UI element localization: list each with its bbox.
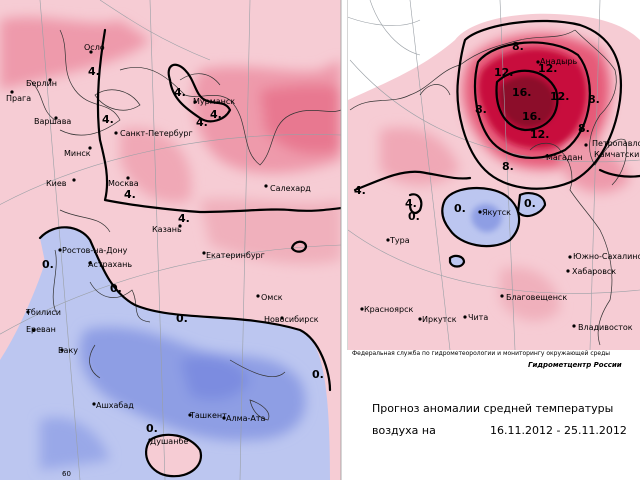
city-label: Варшава [34,117,71,126]
left-coastlines [29,29,341,421]
right-coastlines [349,29,627,346]
city-label: Москва [108,179,139,188]
isoline-label: 0. [454,202,466,215]
city-label: Казань [152,225,182,234]
forecast-period: 16.11.2012 - 25.11.2012 [490,424,627,437]
credit-center: Гидрометцентр России [528,361,622,369]
city-label: Хабаровск [572,267,616,276]
right-graticule [348,0,640,350]
city-label: Благовещенск [506,293,567,302]
isoline-label: 4. [174,86,186,99]
graticule-label: 60 [62,470,71,478]
city-label: Владивосток [578,323,633,332]
left-city-dots [10,50,284,442]
credit-agency: Федеральная служба по гидрометеорологии … [352,350,610,357]
city-label: Ташкент [189,411,227,420]
city-label: Киев [46,179,67,188]
isoline-label: 4. [196,116,208,129]
isoline-label: 16. [512,86,532,99]
left-contour-4 [96,28,341,253]
right-map: Анадырь Магадан Петропавловск- Камчатски… [348,0,640,350]
city-label: Осло [84,43,105,52]
isoline-label: 4. [124,188,136,201]
city-label: Мурманск [193,97,235,106]
city-label: Южно-Сахалинск [573,252,640,261]
city-label: Санкт-Петербург [120,129,193,138]
isoline-label: 12. [494,66,514,79]
city-label: Ашхабад [96,401,134,410]
isoline-label: 8. [475,103,487,116]
city-label: Салехард [270,184,311,193]
city-label: Красноярск [364,305,413,314]
isoline-label: 0. [312,368,324,381]
left-contour-0 [38,226,332,478]
right-city-dots [360,60,588,328]
left-map: Осло Берлин Прага Варшава Минск Киев Сан… [0,0,341,480]
city-label: Иркутск [422,315,457,324]
isoline-label: 8. [588,93,600,106]
city-label: Ереван [26,325,56,334]
isoline-label: 8. [512,40,524,53]
city-label: Омск [261,293,283,302]
right-cold-anomaly [442,188,545,267]
city-label: Тура [389,236,410,245]
city-label: Анадырь [540,57,578,66]
isoline-label: 0. [42,258,54,271]
city-label: Екатеринбург [206,251,265,260]
isoline-label: 12. [538,62,558,75]
city-label: Баку [58,346,78,355]
city-label: Ростов-на-Дону [62,246,128,255]
city-label: Магадан [546,153,583,162]
city-label: Якутск [482,208,511,217]
city-label: Душанбе [150,437,188,446]
isoline-label: 4. [405,197,417,210]
city-label: Минск [64,149,91,158]
isoline-label: 8. [578,122,590,135]
city-label: Петропавловск- [592,139,640,148]
city-label: Новосибирск [264,315,319,324]
city-label: Чита [468,313,488,322]
isoline-label: 0. [176,312,188,325]
isoline-label: 8. [502,160,514,173]
isoline-label: 0. [110,282,122,295]
right-contours [353,19,640,268]
left-cold-anomaly [0,227,330,480]
isoline-label: 4. [354,184,366,197]
isoline-label: 4. [178,212,190,225]
left-graticule [0,0,341,480]
isoline-label: 12. [550,90,570,103]
city-label: Прага [6,94,31,103]
city-label: Тбилиси [25,308,61,317]
city-label: Берлин [26,79,57,88]
city-label: Алма-Ата [226,414,266,423]
city-label: Камчатский [594,150,640,159]
isoline-label: 0. [408,210,420,223]
isoline-label: 4. [88,65,100,78]
isoline-label: 0. [146,422,158,435]
isoline-label: 12. [530,128,550,141]
map-separator [341,0,348,480]
isoline-label: 4. [210,108,222,121]
city-label: Астрахань [88,260,132,269]
forecast-title: Прогноз аномалии средней температуры [372,402,614,415]
forecast-subject: воздуха на [372,424,436,437]
isoline-label: 16. [522,110,542,123]
isoline-label: 0. [524,197,536,210]
isoline-label: 4. [102,113,114,126]
left-anomaly-shading [0,17,341,265]
